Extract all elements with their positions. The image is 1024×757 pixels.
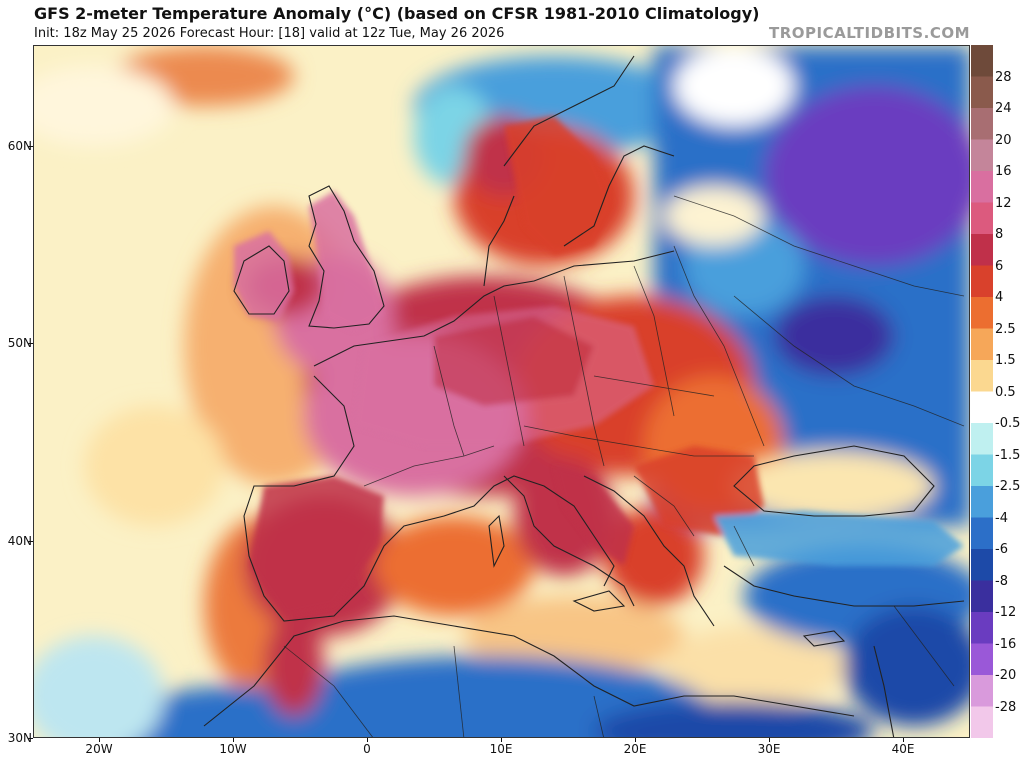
- longitude-tick: [903, 738, 904, 742]
- brand-watermark: TROPICALTIDBITS.COM: [769, 24, 970, 42]
- italy-coast: [503, 475, 635, 607]
- colorbar-label: 24: [995, 101, 1012, 116]
- longitude-label: 30E: [757, 742, 781, 756]
- balkan-coast: [583, 475, 715, 627]
- colorbar-label: -28: [995, 699, 1017, 715]
- latitude-label: 30N: [7, 731, 32, 745]
- ireland-outline: [233, 245, 290, 315]
- colorbar-swatch: [971, 517, 993, 550]
- longitude-tick: [769, 738, 770, 742]
- colorbar-label: 8: [995, 227, 1004, 242]
- colorbar-swatch: [971, 549, 993, 581]
- colorbar-label: 12: [995, 195, 1012, 211]
- colorbar-label: -8: [995, 573, 1008, 589]
- country-borders: [283, 195, 965, 737]
- anomaly-detail: [234, 116, 964, 616]
- colorbar-label: -0.5: [995, 416, 1021, 431]
- longitude-label: 20E: [623, 742, 647, 756]
- sicily: [572, 590, 626, 612]
- latitude-tick: [28, 343, 33, 344]
- colorbar: [971, 45, 993, 738]
- colorbar-label: 16: [995, 164, 1012, 179]
- map-canvas: [34, 46, 969, 737]
- longitude-tick: [501, 738, 502, 742]
- colorbar-label: 1.5: [995, 353, 1016, 368]
- colorbar-label: -6: [995, 542, 1008, 557]
- coastlines: [203, 55, 965, 737]
- colorbar-swatch: [971, 612, 993, 644]
- colorbar-swatch: [971, 265, 993, 298]
- colorbar-swatch: [971, 391, 993, 424]
- colorbar-swatch: [971, 139, 993, 172]
- colorbar-swatch: [971, 76, 993, 109]
- longitude-label: 20W: [85, 742, 113, 756]
- colorbar-swatch: [971, 454, 993, 487]
- denmark-coast: [483, 195, 515, 287]
- longitude-tick: [233, 738, 234, 742]
- colorbar-label: 2.5: [995, 321, 1016, 337]
- colorbar-label: 0.5: [995, 384, 1016, 400]
- longitude-label: 40E: [891, 742, 915, 756]
- colorbar-swatch: [971, 423, 993, 455]
- forecast-info: Init: 18z May 25 2026 Forecast Hour: [18…: [34, 26, 505, 41]
- colorbar-swatch: [971, 328, 993, 361]
- colorbar-swatch: [971, 171, 993, 203]
- corsica-sardinia: [488, 514, 505, 568]
- colorbar-label: 20: [995, 132, 1012, 148]
- north-coast-europe: [313, 250, 675, 367]
- colorbar-swatch: [971, 297, 993, 329]
- western-europe-coast: [243, 375, 615, 622]
- great-britain-outline: [308, 185, 385, 329]
- colorbar-label: -20: [995, 668, 1017, 683]
- colorbar-swatch: [971, 234, 993, 266]
- norway-coast: [503, 55, 635, 167]
- colorbar-swatch: [971, 706, 993, 738]
- colorbar-label: -2.5: [995, 479, 1021, 494]
- colorbar-label: -1.5: [995, 447, 1021, 463]
- colorbar-labels: 28 24 20 16 12 8 6 4 2.5 1.5 0.5 -0.5 -1.5 -2.5 -4 -6 -8…: [995, 45, 1024, 738]
- longitude-tick: [367, 738, 368, 742]
- latitude-label: 40N: [7, 533, 32, 548]
- anomaly-map: [33, 45, 970, 738]
- longitude-label: 10E: [489, 742, 513, 756]
- longitude-label: 10W: [219, 742, 247, 756]
- colorbar-swatch: [971, 45, 993, 77]
- colorbar-swatch: [971, 486, 993, 518]
- colorbar-label: 28: [995, 69, 1012, 85]
- colorbar-swatch: [971, 580, 993, 613]
- latitude-tick: [28, 540, 33, 542]
- latitude-label: 60N: [7, 138, 32, 153]
- colorbar-label: 4: [995, 290, 1004, 305]
- longitude-label: 0: [363, 742, 371, 756]
- colorbar-swatch: [971, 202, 993, 235]
- longitude-tick: [99, 738, 100, 742]
- colorbar-label: -12: [995, 605, 1017, 620]
- sweden-coast: [563, 145, 675, 247]
- black-sea-coast: [733, 445, 935, 517]
- latitude-tick: [28, 145, 33, 147]
- colorbar-swatch: [971, 108, 993, 140]
- colorbar-label: -4: [995, 510, 1008, 526]
- colorbar-swatch: [971, 360, 993, 392]
- cyprus: [802, 630, 846, 647]
- turkey-coast: [723, 565, 965, 607]
- colorbar-swatch: [971, 675, 993, 707]
- colorbar-label: -16: [995, 636, 1017, 652]
- colorbar-label: 6: [995, 258, 1004, 274]
- levant-coast: [873, 645, 895, 737]
- latitude-label: 50N: [7, 336, 32, 350]
- colorbar-swatch: [971, 643, 993, 676]
- map-title: GFS 2-meter Temperature Anomaly (°C) (ba…: [34, 4, 760, 23]
- longitude-tick: [635, 738, 636, 742]
- latitude-tick: [28, 738, 33, 739]
- north-africa-coast: [203, 615, 855, 727]
